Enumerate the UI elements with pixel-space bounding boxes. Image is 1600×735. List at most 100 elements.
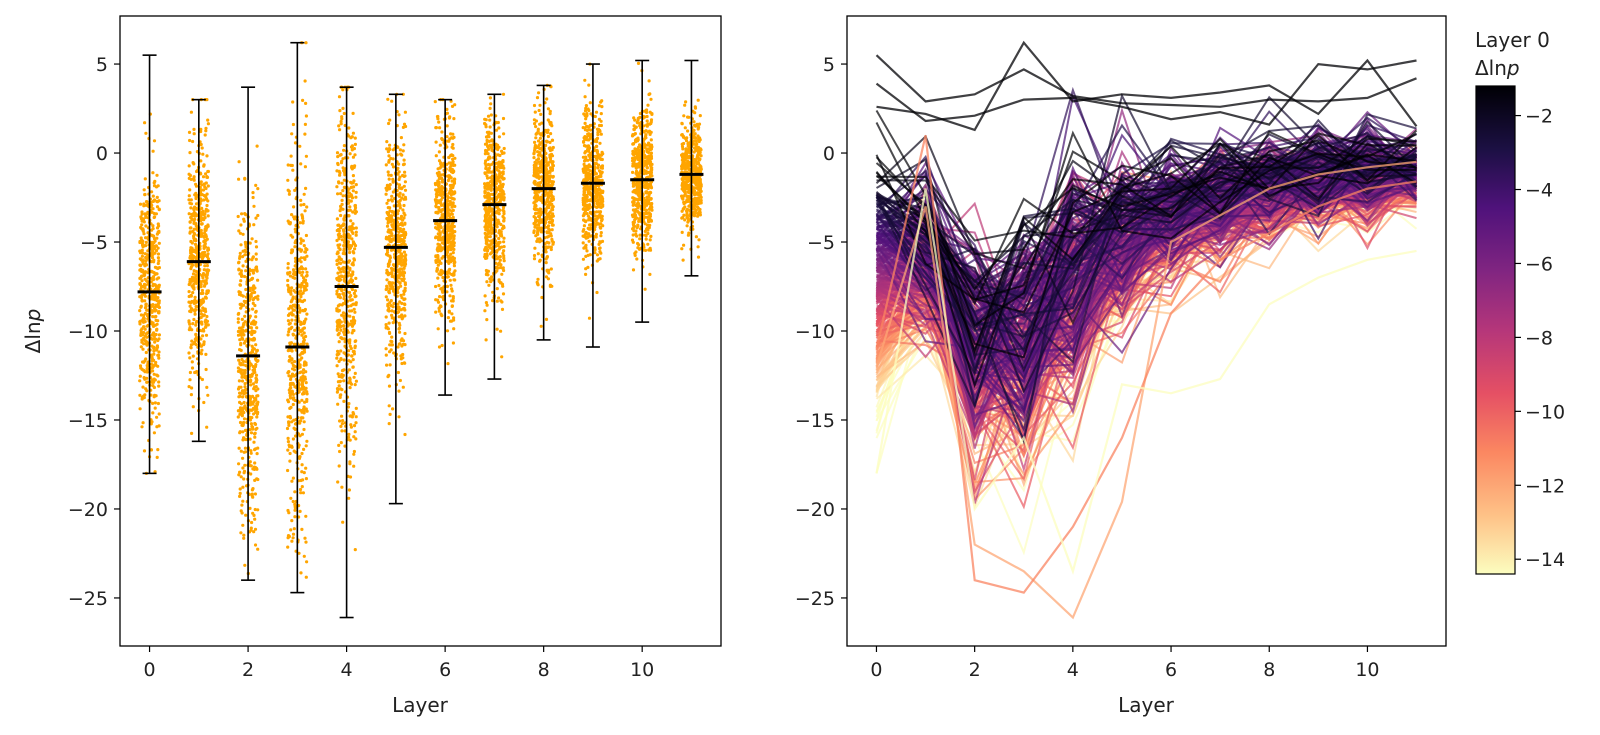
scatter-point — [286, 349, 290, 353]
scatter-point — [244, 213, 248, 217]
scatter-point — [254, 245, 259, 249]
scatter-point — [152, 377, 156, 381]
scatter-point — [242, 321, 246, 326]
scatter-point — [303, 250, 307, 254]
scatter-point — [193, 301, 198, 305]
scatter-point — [293, 360, 297, 364]
scatter-point — [204, 352, 208, 356]
scatter-point — [544, 181, 548, 185]
scatter-point — [502, 240, 506, 244]
scatter-point — [239, 402, 243, 406]
scatter-point — [388, 412, 392, 416]
scatter-point — [388, 118, 392, 122]
scatter-point — [140, 254, 144, 258]
scatter-point — [150, 248, 154, 252]
scatter-point — [191, 139, 195, 144]
scatter-point — [600, 150, 604, 154]
scatter-point — [347, 359, 351, 363]
scatter-point — [290, 479, 294, 483]
scatter-point — [451, 142, 455, 147]
scatter-point — [548, 122, 552, 126]
scatter-point — [485, 249, 490, 253]
scatter-point — [495, 165, 500, 169]
scatter-point — [141, 217, 145, 221]
scatter-point — [154, 360, 158, 365]
scatter-point — [305, 439, 309, 443]
scatter-point — [487, 187, 491, 191]
scatter-point — [241, 363, 245, 367]
scatter-point — [139, 249, 143, 253]
scatter-point — [293, 245, 297, 249]
scatter-point — [434, 126, 438, 130]
scatter-point — [448, 202, 452, 207]
scatter-point — [204, 129, 208, 133]
scatter-point — [155, 327, 159, 331]
scatter-point — [401, 173, 405, 178]
scatter-point — [243, 382, 247, 386]
scatter-point — [151, 224, 155, 228]
scatter-point — [254, 466, 258, 470]
scatter-point — [301, 267, 305, 271]
scatter-point — [241, 294, 245, 298]
scatter-point — [138, 320, 142, 324]
scatter-point — [390, 194, 394, 198]
scatter-point — [193, 340, 197, 344]
scatter-point — [339, 234, 343, 239]
scatter-point — [400, 187, 404, 191]
scatter-point — [446, 247, 450, 251]
scatter-point — [238, 494, 242, 498]
scatter-point — [200, 274, 204, 278]
scatter-point — [155, 345, 160, 349]
scatter-point — [336, 271, 340, 275]
scatter-point — [251, 407, 255, 411]
scatter-point — [205, 314, 209, 319]
scatter-point — [140, 425, 144, 429]
scatter-point — [450, 167, 454, 171]
scatter-point — [157, 207, 161, 211]
scatter-point — [385, 271, 389, 275]
scatter-point — [300, 356, 304, 360]
scatter-point — [242, 417, 247, 421]
scatter-point — [386, 304, 390, 308]
scatter-point — [400, 196, 404, 200]
scatter-point — [401, 223, 405, 227]
scatter-point — [200, 377, 204, 382]
scatter-point — [402, 122, 407, 126]
scatter-point — [396, 345, 400, 349]
scatter-point — [536, 277, 540, 281]
scatter-point — [399, 273, 403, 277]
scatter-point — [249, 431, 254, 435]
scatter-point — [402, 250, 406, 254]
scatter-point — [500, 355, 504, 359]
scatter-point — [143, 327, 147, 331]
scatter-point — [500, 227, 505, 231]
scatter-point — [151, 323, 155, 327]
scatter-point — [156, 246, 160, 250]
scatter-point — [599, 119, 603, 123]
scatter-point — [484, 148, 488, 153]
scatter-point — [497, 186, 501, 190]
scatter-point — [143, 306, 148, 310]
scatter-point — [339, 424, 343, 428]
scatter-point — [337, 374, 341, 379]
scatter-point — [436, 276, 440, 280]
scatter-point — [153, 470, 157, 474]
scatter-point — [202, 400, 206, 405]
scatter-point — [286, 278, 290, 283]
scatter-point — [248, 506, 252, 510]
scatter-point — [485, 130, 489, 134]
scatter-point — [494, 128, 499, 132]
scatter-point — [298, 267, 302, 271]
scatter-point — [192, 238, 196, 242]
scatter-point — [494, 177, 499, 181]
scatter-point — [342, 148, 346, 152]
scatter-point — [387, 154, 391, 158]
scatter-point — [243, 253, 247, 257]
scatter-point — [289, 528, 293, 532]
scatter-point — [142, 232, 146, 236]
scatter-point — [354, 437, 358, 441]
scatter-point — [353, 153, 357, 157]
scatter-point — [336, 304, 340, 308]
scatter-point — [243, 428, 248, 432]
scatter-point — [238, 431, 242, 435]
